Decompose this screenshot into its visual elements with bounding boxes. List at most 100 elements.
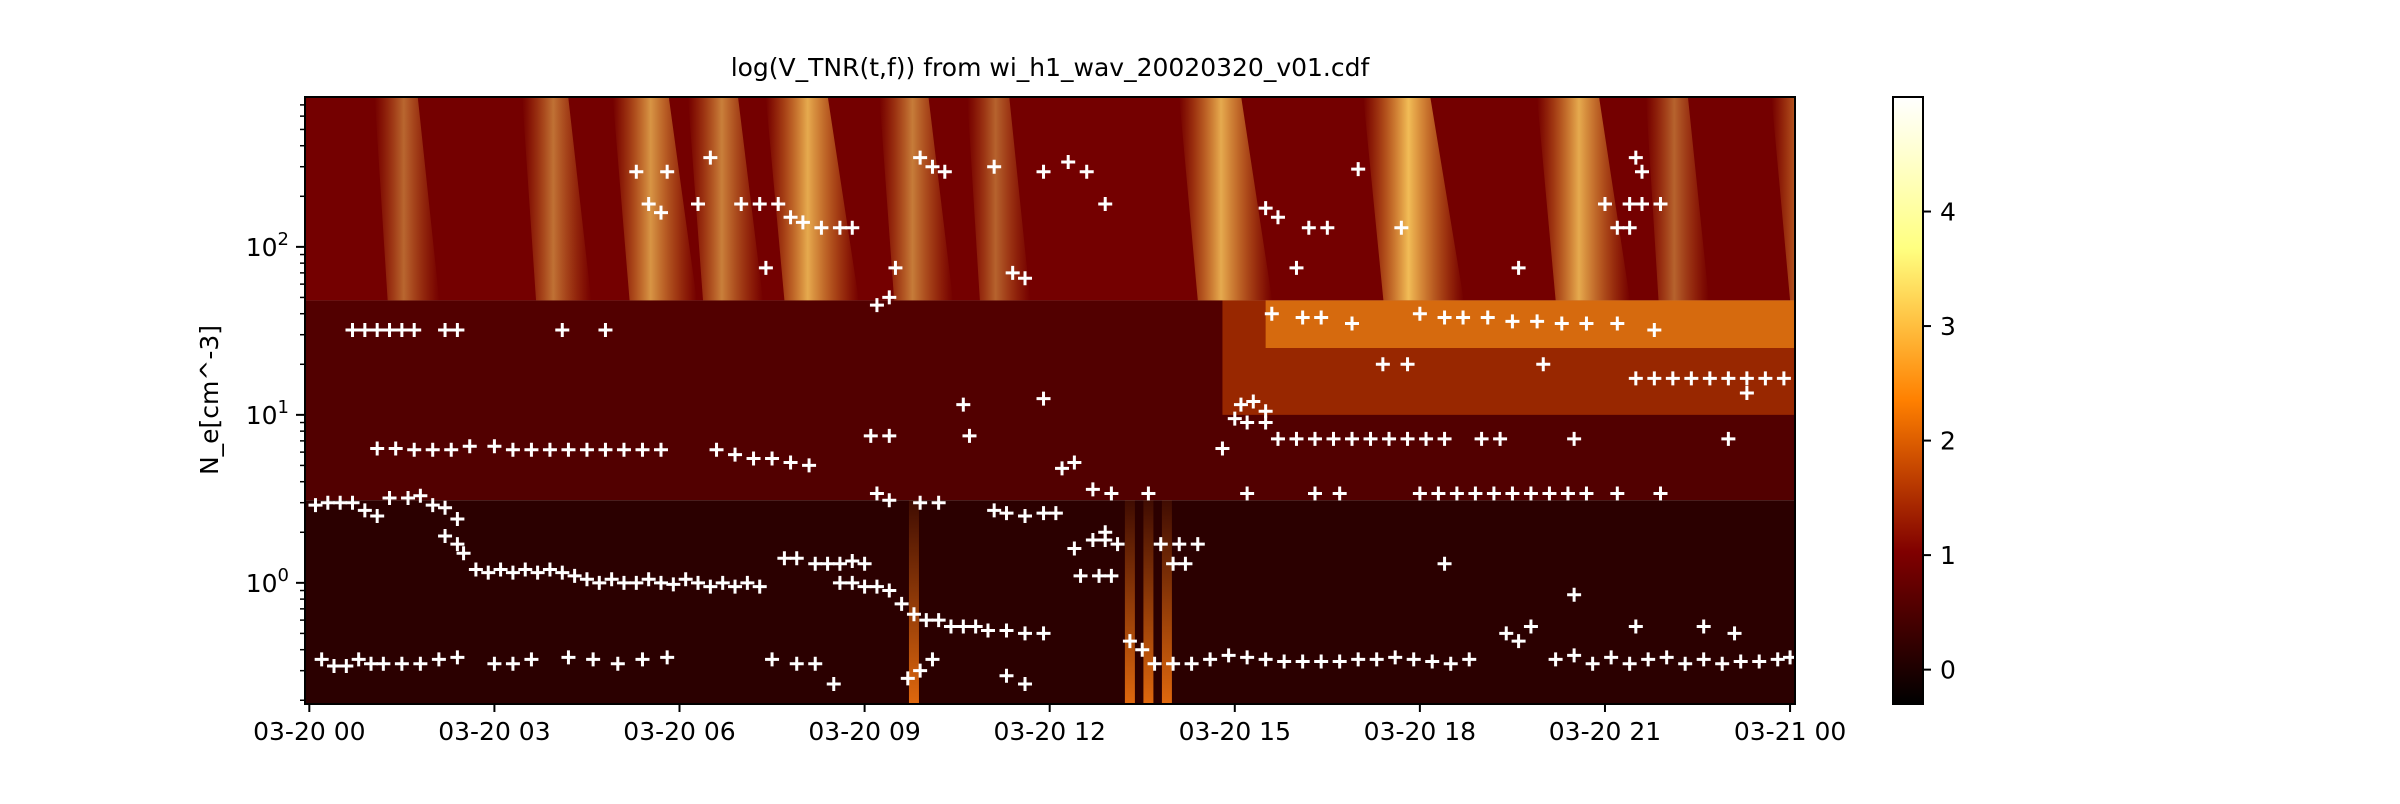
data-point xyxy=(1320,220,1335,235)
data-point xyxy=(709,442,724,457)
burst-3 xyxy=(688,97,764,301)
data-point xyxy=(937,164,952,179)
data-point xyxy=(1604,650,1619,665)
data-point xyxy=(407,442,422,457)
data-point xyxy=(1351,652,1366,667)
data-point xyxy=(326,658,341,673)
data-point xyxy=(431,652,446,667)
data-point xyxy=(703,150,718,165)
burst-8 xyxy=(1363,97,1464,301)
x-tick-label: 03-20 03 xyxy=(438,717,550,746)
data-point xyxy=(1511,260,1526,275)
data-point xyxy=(808,556,823,571)
data-point xyxy=(1018,676,1033,691)
data-point xyxy=(913,150,928,165)
data-point xyxy=(629,575,644,590)
data-point xyxy=(370,508,385,523)
data-point xyxy=(1314,310,1329,325)
x-tick-label: 03-20 00 xyxy=(253,717,365,746)
data-point xyxy=(888,260,903,275)
data-point xyxy=(1301,220,1316,235)
data-point xyxy=(1739,385,1754,400)
data-point xyxy=(345,495,360,510)
data-point xyxy=(1221,648,1236,663)
data-point xyxy=(450,511,465,526)
y-tick-label: 101 xyxy=(246,397,289,430)
data-point xyxy=(1702,371,1717,386)
data-point xyxy=(1499,626,1514,641)
data-point xyxy=(345,322,360,337)
data-point xyxy=(987,159,1002,174)
data-point xyxy=(1363,431,1378,446)
data-point xyxy=(765,652,780,667)
data-point xyxy=(962,428,977,443)
data-point xyxy=(999,506,1014,521)
data-point xyxy=(1332,486,1347,501)
data-point xyxy=(1659,650,1674,665)
data-point xyxy=(413,656,428,671)
data-point xyxy=(592,575,607,590)
data-point xyxy=(579,572,594,587)
data-point xyxy=(728,447,743,462)
data-point xyxy=(1172,537,1187,552)
data-point xyxy=(1295,310,1310,325)
burst-5 xyxy=(879,97,953,301)
data-point xyxy=(703,579,718,594)
data-point xyxy=(357,322,372,337)
data-point xyxy=(456,546,471,561)
data-point xyxy=(1104,568,1119,583)
spike-0 xyxy=(908,500,919,704)
data-point xyxy=(999,668,1014,683)
data-point xyxy=(1628,619,1643,634)
data-point xyxy=(832,556,847,571)
burst-7 xyxy=(1179,97,1273,301)
colorbar-tick-label: 2 xyxy=(1940,427,1956,456)
data-point xyxy=(1240,486,1255,501)
data-point xyxy=(1653,196,1668,211)
data-point xyxy=(1110,537,1125,552)
colorbar-tick-label: 3 xyxy=(1940,312,1956,341)
data-point xyxy=(1739,371,1754,386)
data-point xyxy=(1715,656,1730,671)
data-point xyxy=(1721,431,1736,446)
data-point xyxy=(1412,486,1427,501)
data-point xyxy=(1018,508,1033,523)
data-point xyxy=(524,442,539,457)
data-point xyxy=(635,652,650,667)
data-point xyxy=(1153,537,1168,552)
data-point xyxy=(1332,654,1347,669)
data-point xyxy=(1505,486,1520,501)
chart-title: log(V_TNR(t,f)) from wi_h1_wav_20020320_… xyxy=(731,53,1371,82)
data-point xyxy=(1406,652,1421,667)
data-point xyxy=(734,196,749,211)
density-markers xyxy=(308,150,1795,691)
data-point xyxy=(882,428,897,443)
data-point xyxy=(1314,654,1329,669)
band-low xyxy=(305,500,1795,704)
data-point xyxy=(1240,415,1255,430)
data-point xyxy=(1462,652,1477,667)
y-tick-label: 100 xyxy=(246,565,289,598)
data-point xyxy=(1585,656,1600,671)
data-point xyxy=(1394,220,1409,235)
x-tick-label: 03-20 09 xyxy=(808,717,920,746)
data-point xyxy=(1560,486,1575,501)
data-point xyxy=(1733,654,1748,669)
data-point xyxy=(869,579,884,594)
data-point xyxy=(1326,431,1341,446)
data-point xyxy=(1678,656,1693,671)
data-point xyxy=(425,442,440,457)
data-point xyxy=(999,623,1014,638)
data-point xyxy=(968,619,983,634)
data-point xyxy=(1622,196,1637,211)
data-point xyxy=(740,575,755,590)
data-point xyxy=(802,458,817,473)
x-tick-label: 03-20 21 xyxy=(1549,717,1661,746)
data-point xyxy=(882,493,897,508)
data-point xyxy=(863,428,878,443)
data-point xyxy=(1696,652,1711,667)
data-point xyxy=(1437,431,1452,446)
data-point xyxy=(351,652,366,667)
